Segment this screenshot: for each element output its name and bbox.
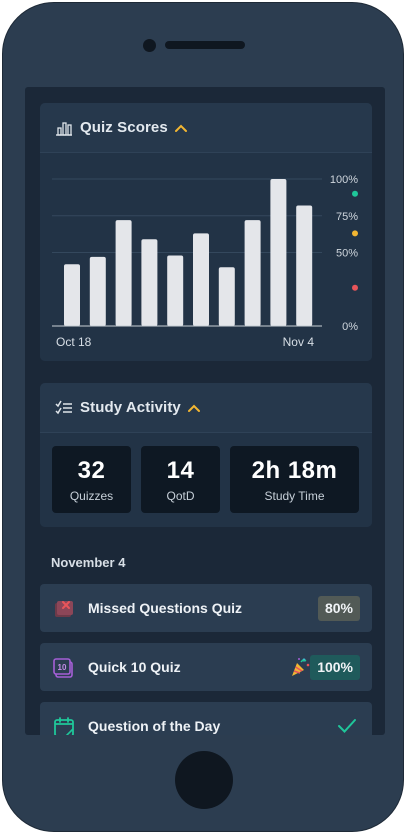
stat-quizzes: 32 Quizzes bbox=[52, 446, 131, 513]
stat-value: 14 bbox=[166, 457, 195, 484]
checklist-icon bbox=[55, 400, 73, 416]
earpiece-speaker bbox=[165, 41, 245, 49]
list-item-label: Quick 10 Quiz bbox=[88, 659, 181, 675]
chart-bar bbox=[64, 264, 80, 326]
stat-qotd: 14 QotD bbox=[141, 446, 220, 513]
chart-bar bbox=[244, 220, 261, 326]
stat-value: 32 bbox=[77, 457, 106, 484]
score-badge: 80% bbox=[317, 596, 360, 621]
y-tick-label: 50% bbox=[336, 248, 358, 260]
list-item-label: Missed Questions Quiz bbox=[88, 600, 243, 616]
chart-bar bbox=[141, 239, 158, 326]
party-popper-icon bbox=[289, 656, 311, 678]
stat-label: Quizzes bbox=[69, 489, 114, 503]
score-badge: 100% bbox=[310, 655, 360, 680]
missed-questions-icon bbox=[53, 598, 75, 620]
quiz-scores-card: Quiz Scores 100% 75% 50% 0% Oct 18 Nov 4 bbox=[40, 103, 372, 361]
chart-svg: 100% 75% 50% 0% Oct 18 Nov 4 bbox=[52, 174, 358, 349]
chevron-up-icon[interactable] bbox=[174, 124, 187, 132]
threshold-marker bbox=[352, 230, 358, 237]
chart-bar bbox=[218, 267, 235, 326]
study-activity-title: Study Activity bbox=[80, 399, 181, 416]
chart-bar bbox=[89, 256, 106, 326]
list-item-question-of-the-day[interactable]: Question of the Day bbox=[40, 702, 372, 735]
svg-text:10: 10 bbox=[58, 663, 67, 672]
y-tick-label: 0% bbox=[342, 321, 358, 333]
checkmark-icon bbox=[337, 717, 357, 735]
chart-bar bbox=[115, 220, 132, 326]
chart-bar bbox=[270, 179, 287, 326]
list-item-missed-questions[interactable]: Missed Questions Quiz 80% bbox=[40, 584, 372, 632]
study-activity-card: Study Activity 32 Quizzes 14 QotD 2h 18m… bbox=[40, 383, 372, 527]
quiz-scores-header[interactable]: Quiz Scores bbox=[40, 103, 372, 153]
quick-10-icon: 10 bbox=[53, 657, 75, 679]
app-screen: Quiz Scores 100% 75% 50% 0% Oct 18 Nov 4 bbox=[25, 87, 385, 735]
x-start-label: Oct 18 bbox=[56, 335, 92, 349]
calendar-icon bbox=[53, 716, 75, 735]
y-tick-label: 100% bbox=[330, 174, 358, 186]
chart-bar bbox=[193, 233, 209, 326]
stat-label: Study Time bbox=[264, 489, 325, 503]
study-stats: 32 Quizzes 14 QotD 2h 18m Study Time bbox=[40, 433, 372, 527]
activity-date-header: November 4 bbox=[51, 555, 126, 570]
stat-label: QotD bbox=[166, 489, 195, 503]
chart-bar bbox=[167, 255, 184, 326]
home-button[interactable] bbox=[175, 751, 233, 809]
chevron-up-icon[interactable] bbox=[187, 404, 200, 412]
front-camera bbox=[143, 39, 156, 52]
list-item-quick-10[interactable]: 10 Quick 10 Quiz 100% bbox=[40, 643, 372, 691]
bar-chart-icon bbox=[55, 120, 73, 136]
quiz-scores-title: Quiz Scores bbox=[80, 119, 168, 136]
threshold-marker bbox=[352, 190, 358, 197]
x-end-label: Nov 4 bbox=[283, 335, 315, 349]
y-tick-label: 75% bbox=[336, 211, 358, 223]
stat-value: 2h 18m bbox=[251, 457, 338, 484]
chart-bar bbox=[296, 205, 313, 326]
list-item-label: Question of the Day bbox=[88, 718, 221, 734]
threshold-marker bbox=[352, 284, 358, 291]
quiz-scores-chart: 100% 75% 50% 0% Oct 18 Nov 4 bbox=[40, 153, 372, 361]
stat-study-time: 2h 18m Study Time bbox=[230, 446, 359, 513]
study-activity-header[interactable]: Study Activity bbox=[40, 383, 372, 433]
